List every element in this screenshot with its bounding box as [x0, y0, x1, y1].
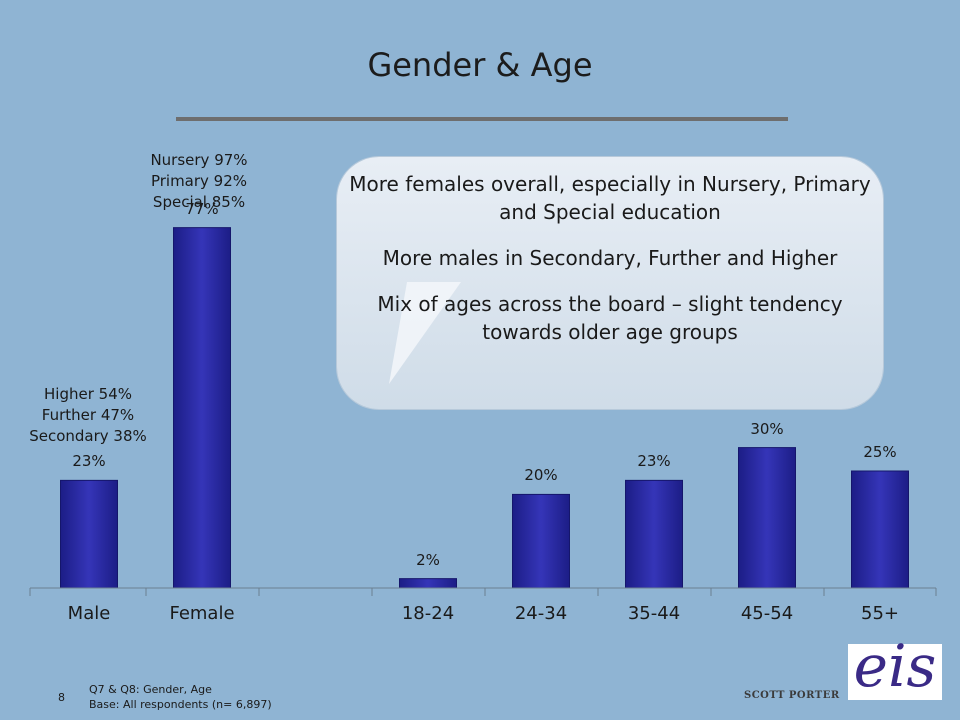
male-annotation-line: Higher 54% — [44, 385, 132, 403]
callout-line: Mix of ages across the board – slight te… — [377, 292, 843, 344]
x-tick-label: 45-54 — [740, 603, 794, 624]
male-breakdown-annotation: Higher 54% Further 47% Secondary 38% — [29, 384, 147, 447]
bar-35-44 — [625, 479, 683, 589]
female-annotation-line: Special 85% — [152, 193, 246, 211]
callout-text: More females overall, especially in Nurs… — [337, 170, 883, 364]
x-tick-label: Male — [67, 603, 111, 624]
bar-value-label: 25% — [863, 443, 897, 461]
x-tick-label: 35-44 — [627, 603, 681, 624]
bar-value-label: 20% — [524, 466, 558, 485]
title-divider — [176, 117, 788, 121]
bar-female — [173, 227, 231, 589]
bar-45-54 — [738, 447, 796, 589]
eis-logo: eis — [848, 632, 942, 700]
female-annotation-line: Nursery 97% — [150, 151, 248, 169]
x-tick-label: 24-34 — [514, 603, 568, 624]
female-breakdown-annotation: Nursery 97% Primary 92% Special 85% — [150, 150, 247, 213]
male-annotation-line: Secondary 38% — [29, 427, 147, 445]
bar-value-label: 23% — [637, 452, 671, 471]
x-tick-label: 55+ — [861, 603, 899, 624]
page-number: 8 — [58, 691, 65, 704]
x-tick-label: 18-24 — [401, 603, 455, 624]
logo-text: eis — [853, 632, 937, 700]
bar-24-34 — [512, 493, 570, 589]
page-title: Gender & Age — [367, 46, 593, 84]
bar-male — [60, 479, 118, 589]
footnote-base: Base: All respondents (n= 6,897) — [89, 698, 272, 711]
callout-line: More males in Secondary, Further and Hig… — [382, 246, 838, 270]
female-annotation-line: Primary 92% — [150, 172, 248, 190]
bar-18-24 — [399, 578, 457, 589]
footnote: Q7 & Q8: Gender, Age Base: All responden… — [89, 682, 272, 712]
bar-value-label: 23% — [72, 452, 106, 471]
male-annotation-line: Further 47% — [41, 406, 135, 424]
brand-name: SCOTT PORTER — [744, 690, 840, 701]
bar-55- — [851, 470, 909, 589]
callout-line: More females overall, especially in Nurs… — [349, 172, 871, 224]
footnote-question: Q7 & Q8: Gender, Age — [89, 683, 212, 696]
bar-value-label: 2% — [416, 550, 440, 569]
x-tick-label: Female — [169, 603, 235, 624]
bar-value-label: 30% — [750, 419, 784, 438]
bar-value-label: 77% — [185, 199, 219, 218]
